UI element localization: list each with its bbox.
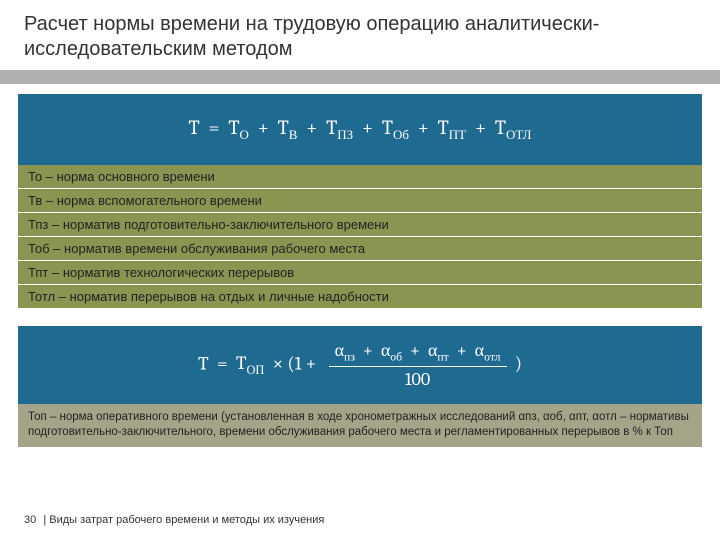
f2-alpha: αотл <box>475 340 501 361</box>
definition-row: Тотл – норматив перерывов на отдых и лич… <box>18 285 702 308</box>
slide-footer: 30 | Виды затрат рабочего времени и мето… <box>24 514 324 526</box>
f1-lhs: T <box>189 116 200 139</box>
note-block: Топ – норма оперативного времени (устано… <box>18 404 702 447</box>
page-number: 30 <box>24 514 36 526</box>
f1-term: TОТЛ <box>495 116 532 139</box>
f2-alpha: αпт <box>428 340 449 361</box>
definition-row: Тпз – норматив подготовительно-заключите… <box>18 213 702 237</box>
footer-caption: Виды затрат рабочего времени и методы их… <box>49 514 324 526</box>
f1-term: TПЗ <box>326 116 353 139</box>
gray-divider <box>0 70 720 84</box>
definition-row: То – норма основного времени <box>18 165 702 189</box>
f2-alpha: αоб <box>381 340 402 361</box>
f1-term: TОб <box>382 116 409 139</box>
definition-row: Тпт – норматив технологических перерывов <box>18 261 702 285</box>
definition-row: Тв – норма вспомогательного времени <box>18 189 702 213</box>
f2-lead: TОП <box>236 352 264 374</box>
f2-alpha: αпз <box>335 340 355 361</box>
footer-sep: | <box>43 514 46 526</box>
formula-secondary: T = TОП × (1 + αпз + αоб + αпт + αотл 10… <box>18 326 702 404</box>
f1-term: TПТ <box>438 116 466 139</box>
f2-den: 100 <box>329 367 507 390</box>
slide-title: Расчет нормы времени на трудовую операци… <box>0 0 720 70</box>
f2-one: 1 <box>295 352 302 374</box>
f1-term: TВ <box>278 116 298 139</box>
f1-term: TО <box>228 116 249 139</box>
formula-main: T = TО + TВ + TПЗ + TОб + TПТ + TОТЛ <box>18 94 702 165</box>
definitions-block: То – норма основного времени Тв – норма … <box>18 165 702 308</box>
f2-fraction: αпз + αоб + αпт + αотл 100 <box>329 340 507 390</box>
f2-lhs: T <box>198 352 209 374</box>
definition-row: Тоб – норматив времени обслуживания рабо… <box>18 237 702 261</box>
